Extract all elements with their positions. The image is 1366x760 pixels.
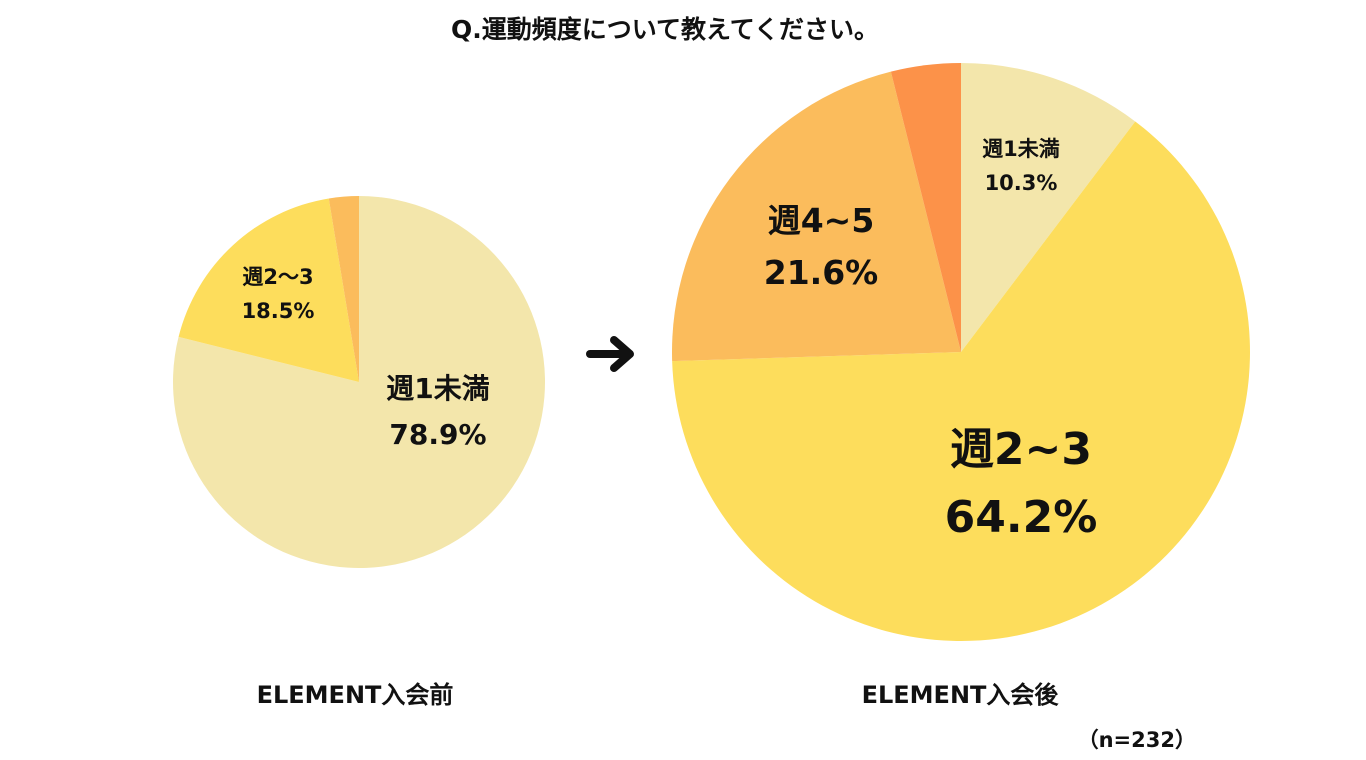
pie-slice bbox=[173, 196, 546, 569]
pie-chart-after: 週1未満 10.3% 週2~3 64.2% 週4~5 21.6% bbox=[671, 63, 1250, 641]
chart-title: Q.運動頻度について教えてください。 bbox=[450, 15, 879, 44]
pie-slice bbox=[961, 63, 1136, 352]
slice-category-label: 週1未満 bbox=[982, 137, 1060, 161]
pie-slice bbox=[671, 71, 961, 362]
pie-slice bbox=[178, 198, 359, 382]
sample-size: （n=232） bbox=[1077, 728, 1196, 752]
right-arrow-icon bbox=[586, 336, 634, 372]
slice-value-label: 18.5% bbox=[242, 299, 315, 323]
pie-slice bbox=[328, 196, 359, 382]
slice-value-label: 78.9% bbox=[389, 418, 486, 451]
slice-category-label: 週2〜3 bbox=[242, 265, 313, 289]
slice-category-label: 週4~5 bbox=[768, 201, 875, 240]
pie-slice bbox=[890, 63, 961, 352]
caption-before: ELEMENT入会前 bbox=[256, 681, 454, 709]
slice-value-label: 21.6% bbox=[764, 253, 879, 292]
slice-value-label: 10.3% bbox=[985, 171, 1058, 195]
caption-after: ELEMENT入会後 bbox=[861, 681, 1059, 709]
pie-chart-before: 週1未満 78.9% 週2〜3 18.5% bbox=[173, 196, 546, 569]
slice-category-label: 週1未満 bbox=[386, 372, 489, 405]
pie-slice bbox=[672, 121, 1250, 641]
slice-category-label: 週2~3 bbox=[950, 424, 1092, 475]
slice-value-label: 64.2% bbox=[945, 492, 1098, 543]
